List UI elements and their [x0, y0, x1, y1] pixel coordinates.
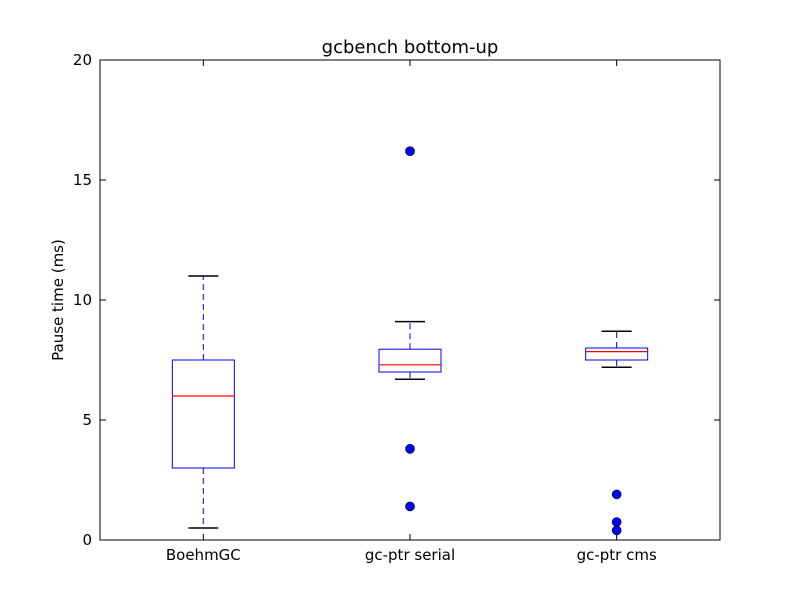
y-tick-label: 15: [73, 171, 92, 189]
plot-frame: [99, 59, 721, 541]
y-tick-label: 5: [82, 411, 92, 429]
outlier-point: [611, 525, 622, 536]
box: [585, 347, 649, 361]
chart-title: gcbench bottom-up: [322, 37, 499, 58]
y-tick-label: 20: [73, 51, 92, 69]
x-tick-label: gc-ptr serial: [365, 546, 455, 564]
outlier-point: [405, 501, 415, 512]
outlier-point: [405, 146, 415, 156]
outlier-point: [611, 489, 622, 500]
x-tick-label: BoehmGC: [166, 546, 241, 564]
box: [378, 348, 442, 373]
x-tick-label: gc-ptr cms: [577, 546, 657, 564]
outlier-point: [405, 443, 415, 454]
box: [171, 359, 235, 469]
y-tick-label: 10: [73, 291, 92, 309]
y-tick-label: 0: [82, 531, 92, 549]
y-axis-label: Pause time (ms): [49, 239, 67, 361]
outlier-point: [611, 517, 622, 527]
